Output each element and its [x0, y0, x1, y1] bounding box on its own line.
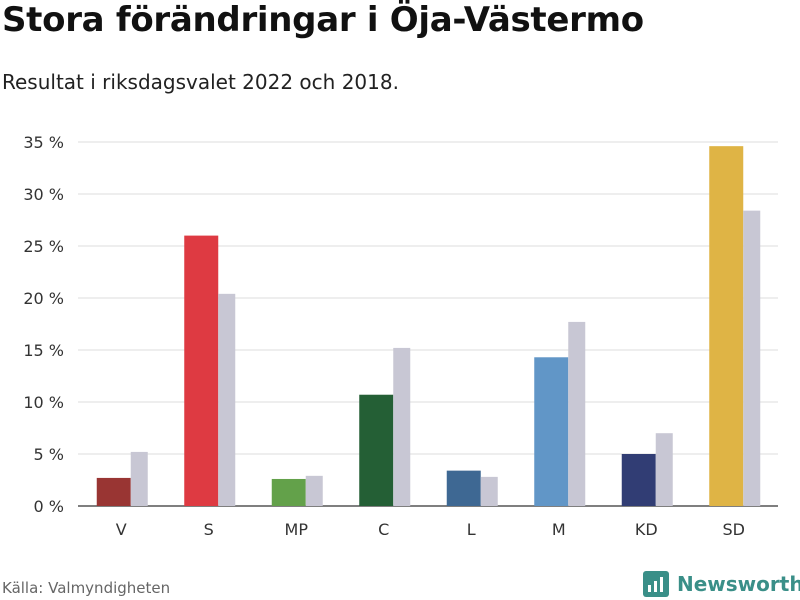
x-tick-label: MP	[285, 520, 309, 539]
bar-2022-kd	[621, 454, 656, 506]
bar-2018-sd	[743, 210, 761, 506]
x-tick-label: M	[552, 520, 566, 539]
bar-2018-c	[393, 347, 411, 506]
bar-2022-v	[96, 477, 131, 506]
x-tick-label: V	[116, 520, 127, 539]
y-tick-label: 0 %	[34, 497, 64, 516]
y-tick-label: 20 %	[23, 289, 64, 308]
axis-labels: 0 % 5 % 10 % 15 % 20 % 25 % 30 % 35 % V S MP C L M KD S…	[23, 133, 745, 539]
bar-2022-sd	[709, 146, 744, 506]
x-tick-label: S	[204, 520, 214, 539]
bar-2018-kd	[655, 433, 673, 506]
y-tick-label: 5 %	[34, 445, 64, 464]
bar-2022-s	[184, 235, 219, 506]
chart-title: Stora förändringar i Öja-Västermo	[2, 0, 644, 40]
x-tick-label: KD	[635, 520, 658, 539]
source-note: Källa: Valmyndigheten	[2, 579, 171, 597]
bar-chart: 0 % 5 % 10 % 15 % 20 % 25 % 30 % 35 % V S MP C L M KD S…	[23, 133, 778, 539]
bar-2018-v	[130, 451, 148, 506]
x-tick-label: C	[378, 520, 389, 539]
bar-2022-mp	[271, 478, 306, 506]
bar-2018-l	[480, 476, 498, 506]
bar-2022-m	[534, 357, 569, 506]
x-tick-label: SD	[723, 520, 745, 539]
newsworthy-logo-icon	[643, 571, 669, 597]
bar-2022-l	[446, 470, 481, 506]
y-tick-label: 35 %	[23, 133, 64, 152]
y-tick-label: 30 %	[23, 185, 64, 204]
bar-2018-m	[568, 321, 586, 506]
x-tick-label: L	[467, 520, 476, 539]
bar-2018-s	[218, 293, 236, 506]
bar-2018-mp	[305, 475, 323, 506]
y-tick-label: 15 %	[23, 341, 64, 360]
bars	[96, 146, 761, 506]
chart-subtitle: Resultat i riksdagsvalet 2022 och 2018.	[2, 70, 399, 94]
bar-2022-c	[359, 394, 394, 506]
newsworthy-wordmark: Newsworthy	[677, 572, 800, 596]
y-tick-label: 25 %	[23, 237, 64, 256]
newsworthy-logo: Newsworthy	[643, 568, 800, 600]
gridlines	[78, 141, 778, 507]
y-tick-label: 10 %	[23, 393, 64, 412]
